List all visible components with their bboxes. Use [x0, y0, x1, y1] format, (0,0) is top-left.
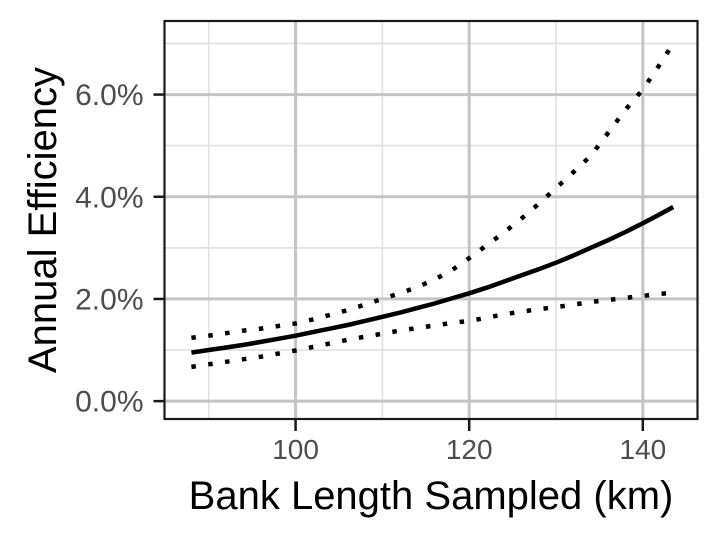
series-line-upper-confidence-limit — [191, 42, 676, 341]
x-axis-title: Bank Length Sampled (km) — [188, 474, 674, 518]
y-axis-title: Annual Efficiency — [21, 66, 65, 374]
y-axis-tick-label: 6.0% — [75, 79, 143, 112]
series-line-lower-confidence-limit — [191, 290, 674, 370]
y-axis-tick-label: 4.0% — [75, 181, 143, 214]
x-axis-tick-label: 140 — [619, 434, 666, 465]
panel-border — [163, 19, 699, 421]
y-axis-tick-label: 2.0% — [75, 283, 143, 316]
x-axis-tick-label: 100 — [272, 434, 319, 465]
series-line-estimate — [191, 205, 675, 355]
x-axis-tick-label: 120 — [446, 434, 493, 465]
y-axis-tick-label: 0.0% — [75, 386, 143, 419]
panel-background — [164, 21, 698, 419]
